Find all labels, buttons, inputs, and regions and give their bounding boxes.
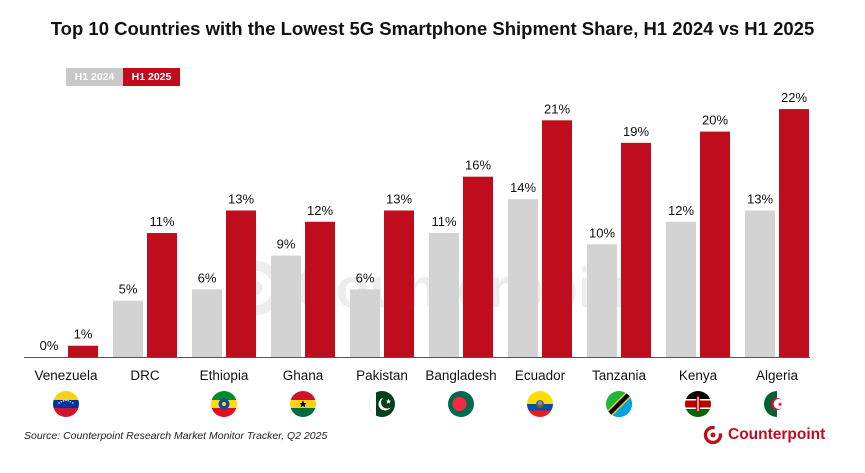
data-label-h1-2025: 13% <box>228 191 254 206</box>
data-label-h1-2024: 0% <box>40 338 59 353</box>
bar-h1-2024-ethiopia <box>192 289 222 357</box>
data-label-h1-2024: 6% <box>198 270 217 285</box>
bar-h1-2025-ghana <box>305 221 335 357</box>
brand-name: Counterpoint <box>728 426 826 443</box>
ghana-flag-icon <box>290 391 316 417</box>
data-label-h1-2025: 22% <box>781 90 807 105</box>
bar-h1-2025-algeria <box>779 109 809 357</box>
data-label-h1-2025: 13% <box>386 191 412 206</box>
x-tick-label-venezuela: Venezuela <box>34 368 98 383</box>
ecuador-flag-icon <box>527 391 553 417</box>
data-label-h1-2025: 20% <box>702 113 728 128</box>
bar-h1-2024-ghana <box>271 255 301 357</box>
data-label-h1-2024: 12% <box>668 203 694 218</box>
x-tick-label-ecuador: Ecuador <box>515 368 566 383</box>
data-label-h1-2024: 10% <box>589 225 615 240</box>
counterpoint-logo-icon <box>703 425 723 445</box>
x-tick-label-pakistan: Pakistan <box>356 368 408 383</box>
venezuela-flag-icon <box>53 391 79 417</box>
x-tick-label-drc: DRC <box>130 368 159 383</box>
data-label-h1-2024: 14% <box>510 180 536 195</box>
data-label-h1-2025: 19% <box>623 124 649 139</box>
x-tick-label-tanzania: Tanzania <box>592 368 647 383</box>
bar-h1-2024-algeria <box>745 210 775 357</box>
data-label-h1-2024: 6% <box>356 270 375 285</box>
data-label-h1-2025: 21% <box>544 101 570 116</box>
kenya-flag-icon <box>685 391 711 417</box>
bar-h1-2025-tanzania <box>621 142 651 357</box>
bar-h1-2024-pakistan <box>350 289 380 357</box>
bar-h1-2024-tanzania <box>587 244 617 357</box>
bar-h1-2025-kenya <box>700 131 730 357</box>
data-label-h1-2025: 11% <box>149 214 174 229</box>
brand-logo: Counterpoint <box>703 425 825 445</box>
x-tick-label-bangladesh: Bangladesh <box>425 368 496 383</box>
data-label-h1-2025: 1% <box>74 327 93 342</box>
tanzania-flag-icon <box>606 391 632 417</box>
x-tick-label-kenya: Kenya <box>679 368 718 383</box>
source-note: Source: Counterpoint Research Market Mon… <box>24 430 328 442</box>
bar-h1-2024-bangladesh <box>429 233 459 357</box>
x-tick-label-ghana: Ghana <box>283 368 324 383</box>
bar-h1-2024-kenya <box>666 221 696 357</box>
bar-h1-2024-ecuador <box>508 199 538 357</box>
algeria-flag-icon <box>764 391 790 417</box>
data-label-h1-2024: 11% <box>431 214 456 229</box>
data-label-h1-2024: 9% <box>277 237 296 252</box>
bar-h1-2025-ecuador <box>542 120 572 357</box>
bangladesh-flag-icon <box>448 391 474 417</box>
bar-h1-2025-drc <box>147 233 177 357</box>
ethiopia-flag-icon <box>211 391 237 417</box>
bar-h1-2025-pakistan <box>384 210 414 357</box>
chart-legend: H1 2024 H1 2025 <box>66 68 180 86</box>
bar-h1-2025-ethiopia <box>226 210 256 357</box>
bar-h1-2025-venezuela <box>68 345 98 357</box>
data-label-h1-2024: 13% <box>747 191 773 206</box>
bar-h1-2024-drc <box>113 300 143 357</box>
data-label-h1-2025: 16% <box>465 158 491 173</box>
x-tick-label-algeria: Algeria <box>756 368 799 383</box>
bar-h1-2025-bangladesh <box>463 176 493 357</box>
pakistan-flag-icon <box>369 391 395 417</box>
legend-h1-2025: H1 2025 <box>123 68 180 86</box>
legend-h1-2024: H1 2024 <box>66 68 123 86</box>
chart-title: Top 10 Countries with the Lowest 5G Smar… <box>50 18 815 39</box>
data-label-h1-2024: 5% <box>119 282 138 297</box>
x-tick-label-ethiopia: Ethiopia <box>200 368 249 383</box>
data-label-h1-2025: 12% <box>307 203 333 218</box>
